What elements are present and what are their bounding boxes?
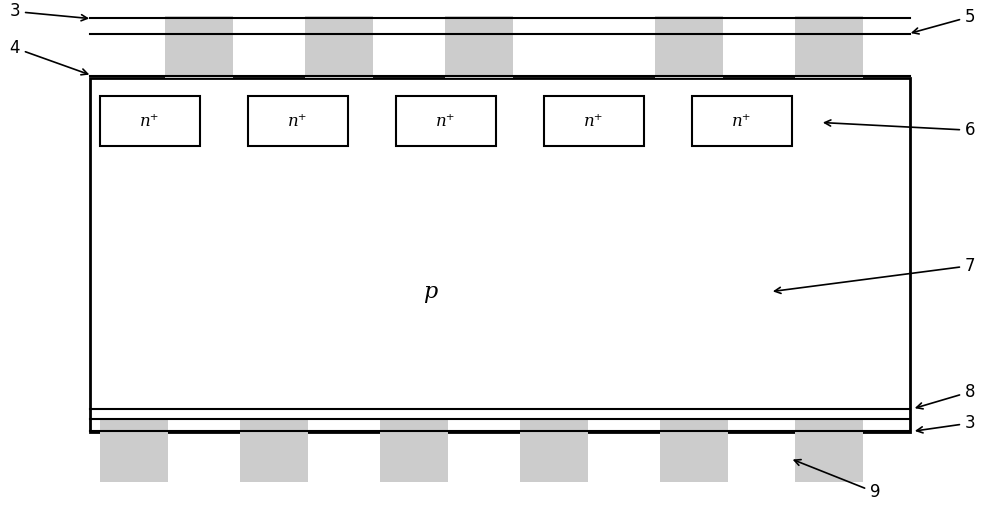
Text: n⁺: n⁺ (732, 113, 752, 130)
Text: 7: 7 (775, 257, 976, 293)
Text: 4: 4 (10, 39, 88, 75)
Text: 6: 6 (825, 120, 976, 139)
Bar (396, 96, 496, 146)
Text: n⁺: n⁺ (140, 113, 160, 130)
Text: 9: 9 (794, 460, 881, 501)
Bar (655, 16, 723, 78)
Text: p: p (423, 281, 437, 303)
Bar (240, 419, 308, 482)
Text: 3: 3 (917, 414, 976, 433)
Text: 5: 5 (912, 8, 976, 34)
Bar (100, 96, 200, 146)
Bar (445, 16, 513, 78)
Text: n⁺: n⁺ (288, 113, 308, 130)
Bar (795, 419, 863, 482)
Bar (692, 96, 792, 146)
Bar (660, 419, 728, 482)
Text: 3: 3 (9, 3, 87, 21)
Bar (380, 419, 448, 482)
Bar (520, 419, 588, 482)
Text: n⁺: n⁺ (436, 113, 456, 130)
Text: 8: 8 (916, 383, 976, 409)
Bar (795, 16, 863, 78)
Bar (248, 96, 348, 146)
Bar (165, 16, 233, 78)
Bar (90, 78, 910, 432)
Text: n⁺: n⁺ (584, 113, 604, 130)
Bar (305, 16, 373, 78)
Bar (100, 419, 168, 482)
Bar (544, 96, 644, 146)
